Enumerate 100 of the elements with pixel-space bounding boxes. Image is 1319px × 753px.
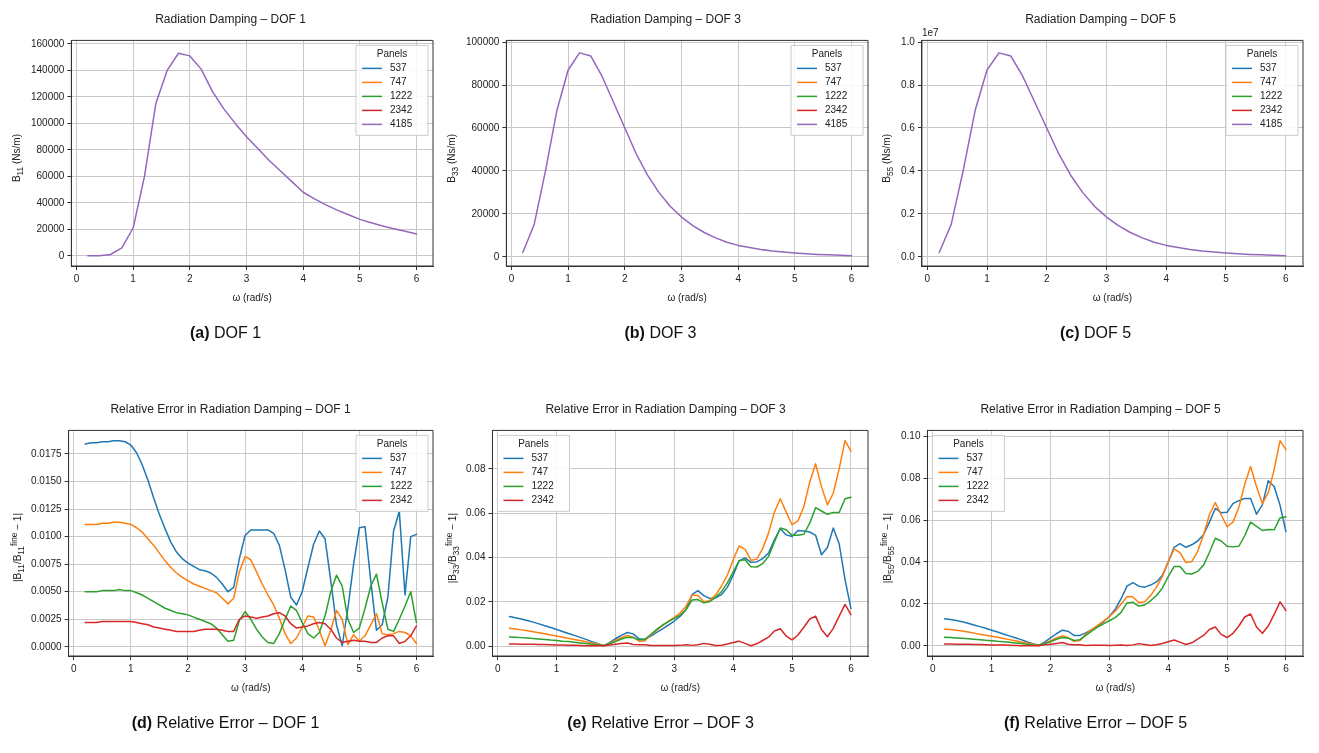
chart-title: Radiation Damping – DOF 1 — [155, 11, 307, 26]
x-tick-label: 4 — [300, 272, 307, 284]
y-tick-label: 0.0050 — [30, 585, 63, 597]
text: (c) DOF 5 — [1058, 324, 1133, 342]
x-tick-label: 3 — [1106, 662, 1113, 674]
legend-label: 2342 — [531, 494, 555, 506]
y-tick-label: 0.0075 — [30, 557, 63, 569]
x-tick-label: 4 — [299, 662, 306, 674]
text: (e) Relative Error – DOF 3 — [566, 714, 755, 732]
x-tick-label: 2 — [1047, 662, 1054, 674]
y-tick-label: 0.02 — [465, 595, 486, 607]
x-tick-label: 1 — [988, 662, 995, 674]
y-tick-label: 40000 — [471, 164, 500, 176]
legend-label: 537 — [1260, 62, 1278, 74]
x-tick-label: 2 — [185, 662, 192, 674]
legend-title: Panels — [376, 438, 408, 450]
y-tick-label: 0.04 — [465, 551, 486, 563]
y-tick-label: 80000 — [471, 78, 500, 90]
legend-label: 4185 — [825, 118, 848, 130]
legend-label: 537 — [390, 452, 408, 464]
legend-label: 537 — [531, 452, 549, 464]
text: (a) DOF 1 — [188, 324, 263, 342]
y-tick-label: 100000 — [465, 35, 500, 47]
y-tick-label: 0.00 — [900, 639, 921, 651]
x-tick-label: 4 — [730, 662, 737, 674]
x-tick-label: 0 — [924, 272, 931, 284]
x-tick-label: 5 — [789, 662, 796, 674]
x-tick-label: 4 — [1163, 272, 1170, 284]
legend-title: Panels — [1246, 48, 1278, 60]
y-tick-label: 0.2 — [901, 207, 916, 219]
y-tick-label: 80000 — [36, 143, 65, 155]
legend-label: 2342 — [1260, 104, 1283, 116]
x-tick-label: 0 — [70, 662, 77, 674]
chart-title: Relative Error in Radiation Damping – DOF 5 — [980, 401, 1221, 416]
y-tick-label: 0.0 — [901, 250, 916, 262]
x-tick-label: 1 — [128, 662, 135, 674]
x-tick-label: 5 — [1224, 662, 1231, 674]
legend-label: 2342 — [390, 104, 413, 116]
y-tick-label: 0 — [58, 249, 65, 261]
x-tick-label: 6 — [848, 662, 855, 674]
legend-label: 2342 — [390, 494, 413, 506]
x-axis-title: ω (rad/s) — [1092, 291, 1133, 303]
y-tick-label: 0 — [493, 250, 500, 262]
chart-title: Radiation Damping – DOF 3 — [590, 11, 742, 26]
x-tick-label: 5 — [792, 272, 799, 284]
y-tick-label: 0.04 — [900, 555, 921, 567]
legend-label: 1222 — [531, 480, 555, 492]
x-tick-label: 6 — [848, 272, 855, 284]
y-tick-label: 0.0150 — [30, 475, 63, 487]
legend-label: 747 — [390, 76, 408, 88]
legend-label: 537 — [966, 452, 984, 464]
legend-label: 4185 — [390, 118, 413, 130]
x-axis-title: ω (rad/s) — [1095, 681, 1135, 693]
y-tick-label: 0.06 — [900, 513, 921, 525]
y-tick-label: 120000 — [30, 90, 65, 102]
x-tick-label: 0 — [929, 662, 936, 674]
legend-label: 747 — [825, 76, 843, 88]
legend-label: 4185 — [1260, 118, 1283, 130]
x-tick-label: 4 — [1165, 662, 1172, 674]
x-tick-label: 1 — [984, 272, 991, 284]
x-axis-title: ω (rad/s) — [232, 291, 272, 303]
x-tick-label: 4 — [735, 272, 742, 284]
y-tick-label: 20000 — [36, 223, 65, 235]
y-tick-label: 0.06 — [465, 506, 486, 518]
x-axis-title: ω (rad/s) — [667, 291, 707, 303]
y-tick-label: 0.00 — [465, 639, 486, 651]
x-tick-label: 2 — [187, 272, 194, 284]
x-tick-label: 6 — [1282, 272, 1289, 284]
legend-label: 1222 — [390, 90, 413, 102]
x-tick-label: 3 — [243, 272, 250, 284]
x-tick-label: 0 — [73, 272, 80, 284]
y-tick-label: 60000 — [36, 170, 65, 182]
legend-title: Panels — [953, 438, 984, 450]
x-axis-title: ω (rad/s) — [231, 681, 271, 693]
legend-label: 747 — [390, 466, 408, 478]
y-tick-label: 0.0000 — [30, 640, 63, 652]
text: (d) Relative Error – DOF 1 — [130, 714, 321, 732]
legend-title: Panels — [376, 48, 408, 60]
y-tick-label: 20000 — [471, 207, 500, 219]
legend-label: 537 — [825, 62, 843, 74]
y-tick-label: 0.4 — [901, 164, 916, 176]
y-tick-label: 0.08 — [900, 471, 921, 483]
y-tick-label: 0.02 — [900, 597, 921, 609]
y-tick-label: 0.0175 — [30, 447, 63, 459]
legend-label: 1222 — [1260, 90, 1283, 102]
x-tick-label: 3 — [678, 272, 685, 284]
y-tick-label: 0.6 — [901, 121, 916, 133]
x-tick-label: 2 — [622, 272, 629, 284]
legend-label: 2342 — [825, 104, 848, 116]
legend-title: Panels — [518, 438, 549, 450]
x-tick-label: 0 — [508, 272, 515, 284]
chart-title: Relative Error in Radiation Damping – DOF 3 — [545, 401, 786, 416]
legend-label: 747 — [531, 466, 549, 478]
legend-label: 1222 — [390, 480, 413, 492]
text: (f) Relative Error – DOF 5 — [1002, 714, 1189, 732]
x-tick-label: 3 — [671, 662, 678, 674]
x-tick-label: 1 — [553, 662, 560, 674]
y-tick-label: 0.0125 — [30, 502, 63, 514]
y-tick-label: 0.0025 — [30, 613, 63, 625]
legend-label: 747 — [1260, 76, 1278, 88]
